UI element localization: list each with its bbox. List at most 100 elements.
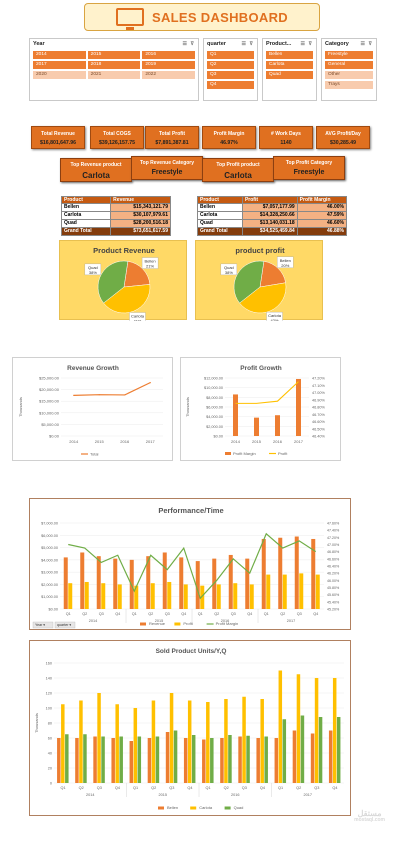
cell-value: $13,140,031.18 (241, 219, 298, 228)
x-tick-label: 2014 (231, 439, 241, 444)
legend-label: Revenue (149, 621, 166, 626)
slicer-item-2014[interactable]: 2014 (33, 51, 86, 59)
pie-label-carlota: Carlota41% (129, 312, 146, 324)
row-label: Quad (60, 219, 112, 228)
y-tick-label: $20,000.00 (39, 387, 60, 392)
column-header: Product (197, 196, 243, 204)
slicer-item-bellen[interactable]: Bellen (266, 51, 313, 59)
slicer-item-carlota[interactable]: Carlota (266, 61, 313, 69)
y-tick-label: $5,000.00 (41, 546, 58, 550)
profit-pivot-table: Product Profit Profit Margin Bellen $7,057,1… (197, 196, 348, 236)
slicer-item-other[interactable]: Other (325, 71, 373, 79)
filter-clear-icon[interactable]: ☰ ⊽ (182, 41, 195, 47)
slicer-item-2021[interactable]: 2021 (87, 71, 141, 79)
x-tick-label: Q2 (82, 612, 87, 616)
y-tick-label: $4,000.00 (206, 415, 223, 419)
y-tick-label: 0 (50, 782, 52, 786)
data-point (98, 394, 100, 396)
legend-label: Profit (183, 621, 193, 626)
bar-revenue (162, 552, 167, 609)
slicer-item-general[interactable]: General (325, 61, 373, 69)
row-label: Carlota (60, 211, 112, 220)
x-tick-label: Q1 (264, 612, 269, 616)
slicer-item-2016[interactable]: 2016 (142, 51, 195, 59)
y-tick-label: 45.40% (327, 600, 340, 604)
top-card-value: Carlota (82, 171, 110, 180)
y-tick-label: $10,000.00 (204, 386, 223, 390)
bar-quad (173, 730, 178, 783)
field-filter-button-quarter[interactable]: quarter ▾ (54, 621, 76, 629)
kpi-label: AVG Profit/Day (325, 131, 361, 137)
slicer-item-quad[interactable]: Quad (266, 71, 313, 79)
bar-profit (315, 574, 320, 609)
top-card-label: Top Profit product (216, 162, 260, 168)
y-tick-label: 60 (48, 737, 52, 741)
slicer-item-2020[interactable]: 2020 (33, 71, 86, 79)
revenue-pivot-table: Product Revenue Bellen $15,343,121.79 Carlot… (60, 196, 171, 236)
bar-carlota (314, 678, 319, 783)
top-card-label: Top Revenue product (70, 162, 122, 168)
y-tick-label: 46.80% (327, 550, 340, 554)
bar-profit (84, 581, 89, 609)
legend-label: Profit (278, 451, 288, 456)
pie-category-label: Quad (224, 265, 234, 270)
filter-clear-icon[interactable]: ☰ ⊽ (360, 41, 373, 47)
bar-quad (137, 736, 142, 783)
bar-profit (68, 583, 73, 609)
slicer-item-q4[interactable]: Q4 (207, 81, 254, 89)
bar-revenue (96, 556, 101, 609)
y-tick-label: 45.60% (327, 593, 340, 597)
category-slicer: Category ☰ ⊽ Freestyle General Other Trays (321, 38, 377, 101)
x-tick-label: Q1 (132, 612, 137, 616)
slicer-title: Product... (266, 41, 292, 47)
slicer-item-q2[interactable]: Q2 (207, 61, 254, 69)
bar-profit (282, 574, 287, 609)
kpi-value: $16,801,647.96 (39, 140, 77, 146)
slicer-item-2017[interactable]: 2017 (33, 61, 86, 69)
y-tick-label: $0.00 (213, 435, 223, 439)
chart-title: Product Revenue (93, 246, 155, 255)
pie-category-label: Carlota (268, 313, 282, 318)
pie-slice-quad (97, 260, 129, 304)
x-tick-label: Q1 (61, 786, 66, 790)
y-tick-label: 46.80% (312, 406, 326, 410)
bar-quad (210, 738, 214, 783)
column-header: Revenue (110, 196, 171, 204)
bar-bellen (220, 738, 224, 783)
pie-category-label: Bellen (280, 258, 291, 263)
performance-time-card: Performance/Time $0.00 $1,000.00 $2,000.00 $… (29, 498, 351, 630)
x-tick-label: Q2 (151, 786, 156, 790)
bar-profit (200, 585, 205, 609)
pie-slice-quad (233, 260, 265, 304)
slicer-item-freestyle[interactable]: Freestyle (325, 51, 373, 59)
y-axis-label: Thousands (18, 397, 23, 417)
slicer-item-q1[interactable]: Q1 (207, 51, 254, 59)
filter-clear-icon[interactable]: ☰ ⊽ (241, 41, 254, 47)
slicer-item-2019[interactable]: 2019 (142, 61, 195, 69)
legend-label: Total (90, 452, 99, 457)
bar-revenue (80, 552, 85, 609)
field-filter-button-year[interactable]: Year ▾ (32, 621, 54, 629)
year-slicer: Year ☰ ⊽ 2014 2015 2016 2017 2018 2019 2020 2021 2… (29, 38, 199, 101)
bar-revenue (261, 538, 266, 609)
slicer-item-q3[interactable]: Q3 (207, 71, 254, 79)
kpi-label: Total Revenue (41, 131, 75, 137)
slicer-item-trays[interactable]: Trays (325, 81, 373, 89)
slicer-item-2022[interactable]: 2022 (142, 71, 195, 79)
slicer-item-2015[interactable]: 2015 (87, 51, 141, 59)
row-label: Carlota (197, 211, 243, 220)
table-row: Bellen $7,057,177.99 46.00% (197, 203, 348, 212)
pie-value-label: 38% (225, 270, 233, 275)
y-tick-label: $5,000.00 (41, 422, 60, 427)
bar-bellen (238, 736, 242, 783)
bar-profit-margin (233, 394, 238, 436)
kpi-card: Total COGS $39,126,157.75 (90, 126, 144, 149)
kpi-value: 1140 (280, 140, 292, 146)
watermark-latin: mostaql.com (354, 817, 385, 823)
x-tick-label: Q4 (181, 612, 186, 616)
filter-clear-icon[interactable]: ☰ ⊽ (300, 41, 313, 47)
slicer-item-2018[interactable]: 2018 (87, 61, 141, 69)
chart-title: Revenue Growth (67, 365, 119, 372)
